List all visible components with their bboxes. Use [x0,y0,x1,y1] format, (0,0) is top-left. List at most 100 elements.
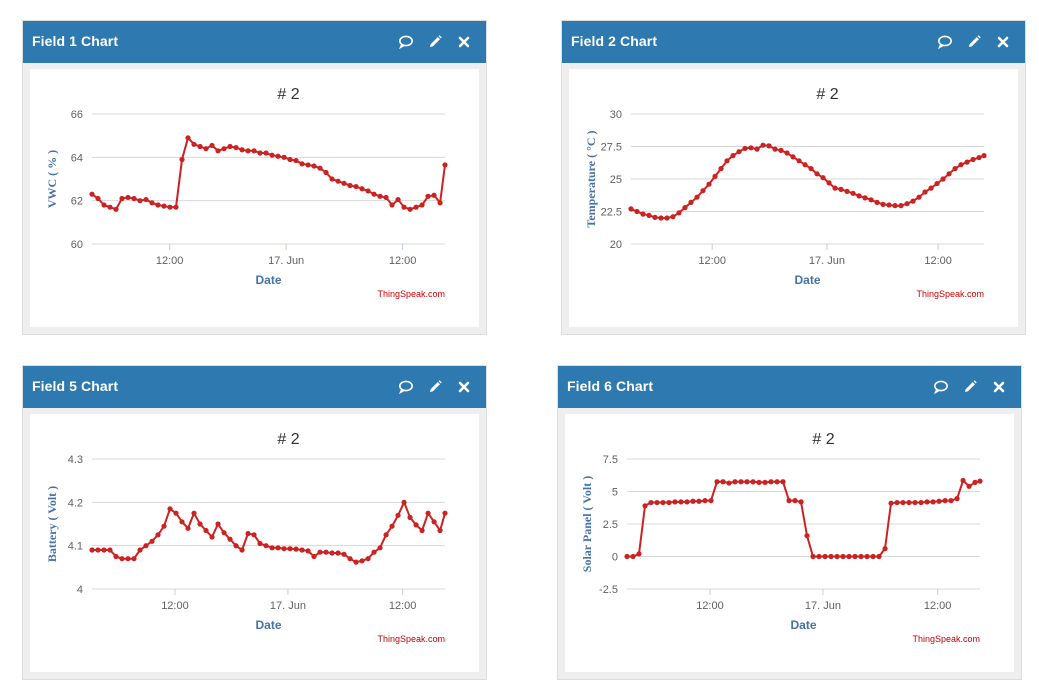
data-point[interactable] [173,510,179,516]
data-point[interactable] [904,201,910,207]
data-point[interactable] [928,185,934,191]
data-point[interactable] [131,556,137,562]
data-point[interactable] [155,532,161,538]
data-point[interactable] [981,153,987,159]
data-point[interactable] [323,169,329,176]
data-point[interactable] [724,158,730,164]
data-point[interactable] [946,171,952,177]
data-point[interactable] [311,553,317,560]
data-point[interactable] [95,195,101,202]
data-point[interactable] [816,553,822,560]
data-point[interactable] [954,496,960,502]
data-point[interactable] [173,204,179,210]
data-point[interactable] [197,521,203,527]
data-point[interactable] [636,551,642,557]
data-point[interactable] [838,186,844,192]
field-2-comment-button[interactable] [934,31,956,53]
data-point[interactable] [143,196,149,203]
data-point[interactable] [846,553,852,560]
data-point[interactable] [425,193,431,199]
data-point[interactable] [856,193,862,199]
data-point[interactable] [377,545,383,551]
data-point[interactable] [359,186,365,192]
data-point[interactable] [347,556,353,562]
data-point[interactable] [281,546,287,552]
data-point[interactable] [970,156,976,163]
data-point[interactable] [934,180,940,187]
data-point[interactable] [167,204,173,210]
data-point[interactable] [892,203,898,209]
data-point[interactable] [664,215,670,221]
data-point[interactable] [155,202,161,208]
data-point[interactable] [227,143,233,150]
data-point[interactable] [113,553,119,560]
data-point[interactable] [820,175,826,181]
data-point[interactable] [676,210,682,216]
data-point[interactable] [880,201,886,207]
data-point[interactable] [442,510,448,516]
data-point[interactable] [89,191,95,197]
data-point[interactable] [305,548,311,554]
data-point[interactable] [161,523,167,529]
data-point[interactable] [690,498,696,504]
data-point[interactable] [894,499,900,506]
data-point[interactable] [167,506,173,512]
field-1-comment-button[interactable] [395,31,417,53]
data-point[interactable] [335,550,341,556]
data-point[interactable] [305,162,311,168]
data-point[interactable] [323,549,329,555]
data-point[interactable] [107,547,113,553]
data-point[interactable] [742,145,748,152]
data-point[interactable] [287,156,293,163]
data-point[interactable] [185,135,191,141]
field-2-close-button[interactable] [992,31,1014,53]
data-point[interactable] [179,156,185,163]
data-point[interactable] [125,194,131,201]
data-point[interactable] [796,158,802,164]
data-point[interactable] [209,142,215,149]
data-point[interactable] [778,147,784,153]
data-point[interactable] [161,203,167,209]
data-point[interactable] [826,180,832,186]
data-point[interactable] [185,525,191,531]
field-1-edit-button[interactable] [424,31,446,53]
data-point[interactable] [341,551,347,557]
data-point[interactable] [437,527,443,534]
data-point[interactable] [293,546,299,552]
data-point[interactable] [672,499,678,505]
data-point[interactable] [912,499,918,506]
data-point[interactable] [395,512,401,518]
data-point[interactable] [245,148,251,154]
field-5-close-button[interactable] [453,376,475,398]
data-point[interactable] [834,553,840,560]
data-point[interactable] [347,182,353,189]
data-point[interactable] [930,499,936,505]
data-point[interactable] [738,479,744,485]
data-point[interactable] [660,499,666,506]
data-point[interactable] [852,553,858,560]
data-point[interactable] [425,510,431,516]
data-point[interactable] [317,165,323,171]
data-point[interactable] [407,206,413,212]
field-5-edit-button[interactable] [424,376,446,398]
data-point[interactable] [431,192,437,198]
data-point[interactable] [862,195,868,201]
data-point[interactable] [792,498,798,504]
data-point[interactable] [960,477,966,484]
data-point[interactable] [179,519,185,525]
data-point[interactable] [191,510,197,516]
data-point[interactable] [702,498,708,504]
data-point[interactable] [353,183,359,190]
data-point[interactable] [922,189,928,195]
data-point[interactable] [281,154,287,160]
data-point[interactable] [766,143,772,149]
data-point[interactable] [850,190,856,196]
data-point[interactable] [762,479,768,485]
data-point[interactable] [275,545,281,551]
data-point[interactable] [275,153,281,159]
data-point[interactable] [227,536,233,542]
data-point[interactable] [137,198,143,204]
thingspeak-credit-link[interactable]: ThingSpeak.com [377,289,445,299]
data-point[interactable] [257,150,263,156]
data-point[interactable] [768,479,774,485]
